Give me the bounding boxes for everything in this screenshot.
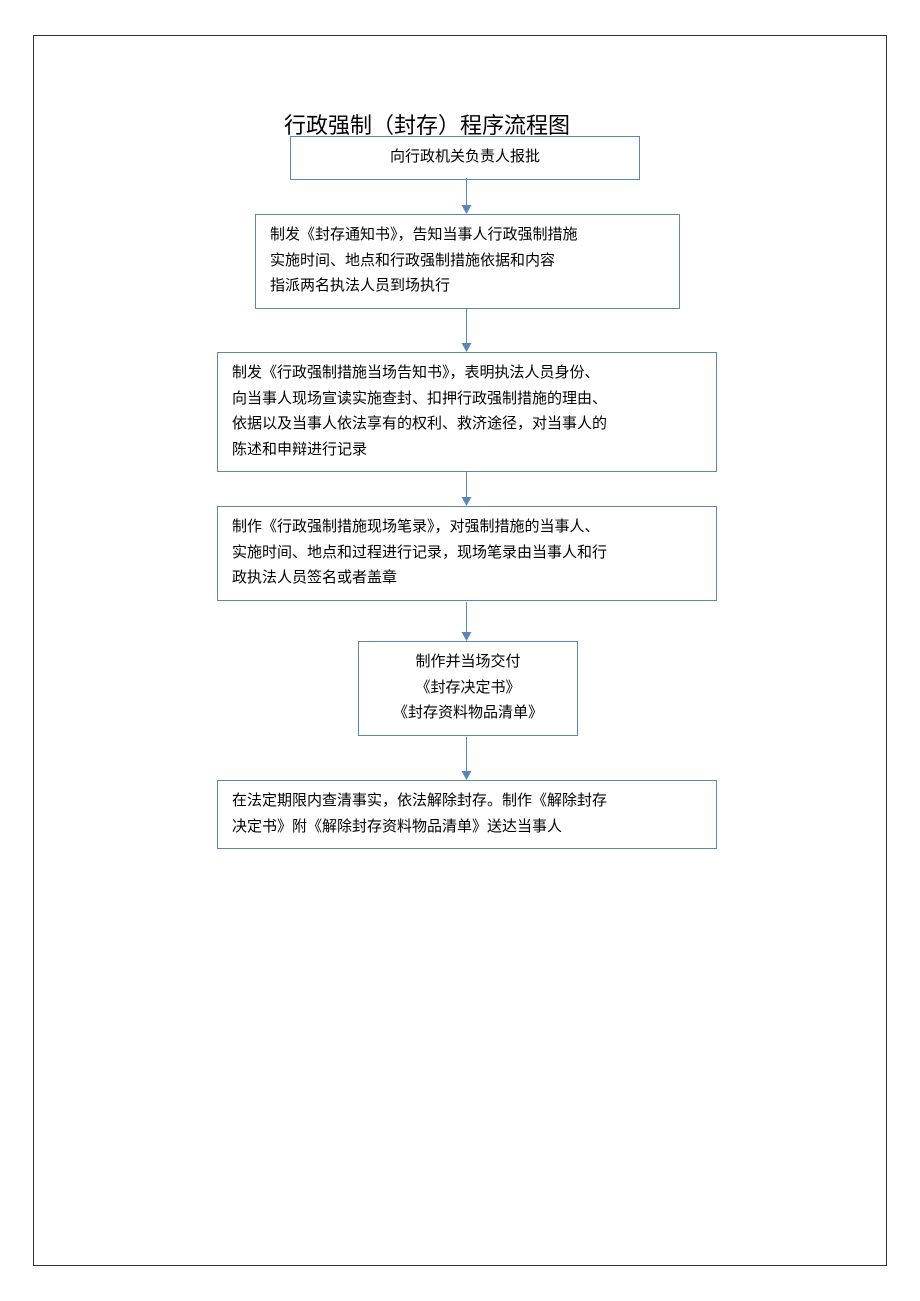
arrow-head-icon <box>462 632 472 641</box>
flowchart-edge <box>466 737 467 772</box>
arrow-head-icon <box>462 771 472 780</box>
node-text-line: 《封存决定书》 <box>373 676 563 702</box>
flowchart-edge <box>466 472 467 498</box>
node-text-line: 制发《行政强制措施当场告知书》，表明执法人员身份、 <box>232 361 702 387</box>
node-text-line: 向行政机关负责人报批 <box>305 145 625 171</box>
node-text-line: 依据以及当事人依法享有的权利、救济途径，对当事人的 <box>232 412 702 438</box>
node-text-line: 在法定期限内查清事实，依法解除封存。制作《解除封存 <box>232 789 702 815</box>
arrow-head-icon <box>462 205 472 214</box>
flowchart-edge <box>466 178 467 206</box>
flowchart-node-n1: 向行政机关负责人报批 <box>290 136 640 180</box>
node-text-line: 实施时间、地点和过程进行记录，现场笔录由当事人和行 <box>232 541 702 567</box>
node-text-line: 制作《行政强制措施现场笔录》，对强制措施的当事人、 <box>232 515 702 541</box>
flowchart-node-n3: 制发《行政强制措施当场告知书》，表明执法人员身份、向当事人现场宣读实施查封、扣押… <box>217 352 717 472</box>
flowchart-node-n2: 制发《封存通知书》，告知当事人行政强制措施实施时间、地点和行政强制措施依据和内容… <box>255 214 680 309</box>
node-text-line: 政执法人员签名或者盖章 <box>232 566 702 592</box>
node-text-line: 向当事人现场宣读实施查封、扣押行政强制措施的理由、 <box>232 387 702 413</box>
arrow-head-icon <box>462 497 472 506</box>
node-text-line: 决定书》附《解除封存资料物品清单》送达当事人 <box>232 815 702 841</box>
flowchart-edge <box>466 308 467 344</box>
flowchart-node-n4: 制作《行政强制措施现场笔录》，对强制措施的当事人、实施时间、地点和过程进行记录，… <box>217 506 717 601</box>
flowchart-edge <box>466 602 467 633</box>
arrow-head-icon <box>462 343 472 352</box>
node-text-line: 实施时间、地点和行政强制措施依据和内容 <box>270 249 665 275</box>
flowchart-node-n6: 在法定期限内查清事实，依法解除封存。制作《解除封存决定书》附《解除封存资料物品清… <box>217 780 717 849</box>
flowchart-node-n5: 制作并当场交付《封存决定书》《封存资料物品清单》 <box>358 641 578 736</box>
node-text-line: 《封存资料物品清单》 <box>373 701 563 727</box>
node-text-line: 制作并当场交付 <box>373 650 563 676</box>
node-text-line: 陈述和申辩进行记录 <box>232 438 702 464</box>
node-text-line: 制发《封存通知书》，告知当事人行政强制措施 <box>270 223 665 249</box>
node-text-line: 指派两名执法人员到场执行 <box>270 274 665 300</box>
